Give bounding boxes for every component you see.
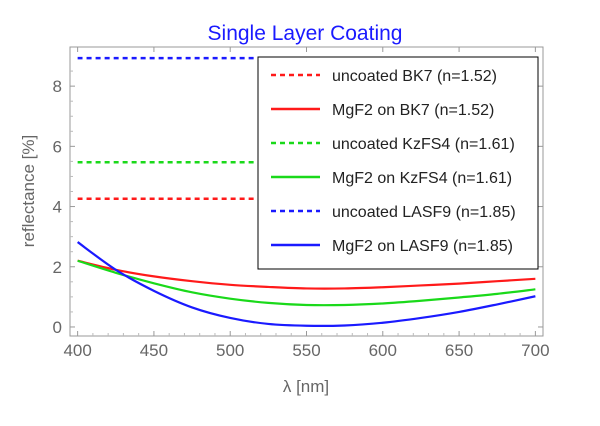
y-tick-label: 4 (53, 198, 62, 217)
x-axis-label: λ [nm] (283, 377, 329, 396)
x-tick-label: 600 (369, 341, 397, 360)
legend-entry: uncoated KzFS4 (n=1.61) (332, 136, 515, 153)
ticks-layer: 400 450 500 550 600 650 700 0 2 4 6 8 (53, 47, 550, 360)
series-line (77, 259, 536, 290)
legend-entry: uncoated BK7 (n=1.52) (332, 68, 497, 85)
series-line (76, 241, 536, 328)
legend-entry: MgF2 on BK7 (n=1.52) (332, 102, 494, 119)
series-line (77, 259, 536, 307)
y-axis-label: reflectance [%] (19, 135, 38, 247)
x-tick-label: 450 (140, 341, 168, 360)
x-tick-label: 650 (445, 341, 473, 360)
chart-title: Single Layer Coating (208, 22, 403, 45)
y-tick-label: 8 (53, 77, 62, 96)
y-tick-label: 6 (53, 137, 62, 156)
x-tick-label: 550 (292, 341, 320, 360)
legend-entry: MgF2 on LASF9 (n=1.85) (332, 238, 513, 255)
y-tick-label: 2 (53, 258, 62, 277)
legend-entry: MgF2 on KzFS4 (n=1.61) (332, 170, 512, 187)
x-tick-label: 400 (63, 341, 91, 360)
legend: uncoated BK7 (n=1.52) MgF2 on BK7 (n=1.52… (257, 56, 539, 270)
x-tick-label: 500 (216, 341, 244, 360)
legend-entry: uncoated LASF9 (n=1.85) (332, 204, 516, 221)
x-tick-label: 700 (521, 341, 549, 360)
y-tick-label: 0 (53, 318, 62, 337)
legend-box (257, 56, 539, 270)
